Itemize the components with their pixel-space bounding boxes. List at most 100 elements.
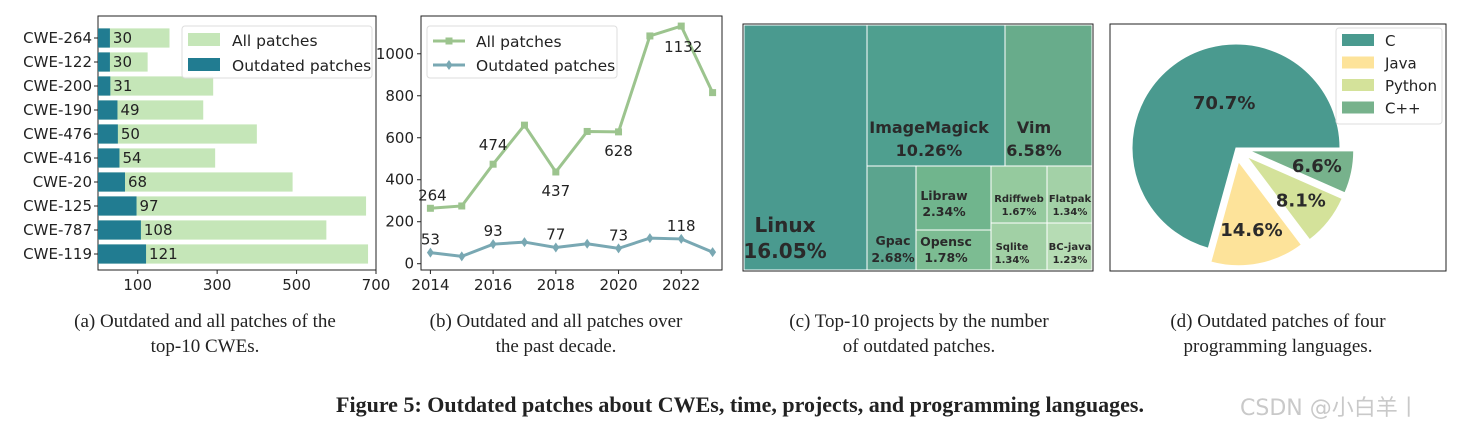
treemap-label-name: Rdiffweb	[994, 194, 1044, 205]
bar-all-cwe-476	[98, 124, 257, 144]
y-tick-label: CWE-190	[23, 101, 92, 119]
caption-a: (a) Outdated and all patches of the top-…	[35, 309, 375, 359]
chart-b-legend	[426, 25, 618, 79]
pie-pct-label: 14.6%	[1220, 220, 1282, 241]
point-outdated	[583, 238, 591, 249]
caption-d-line-2: programming languages.	[1183, 336, 1373, 357]
point-outdated	[646, 233, 654, 244]
point-outdated	[520, 237, 528, 248]
x-tick-label: 500	[282, 276, 311, 294]
data-label: 118	[667, 217, 696, 235]
treemap-label-pct: 6.58%	[1006, 141, 1062, 160]
treemap-label-name: Gpac	[875, 233, 910, 248]
caption-b-line-2: the past decade.	[495, 336, 617, 357]
treemap-label-name: Libraw	[920, 188, 968, 203]
y-tick-label: CWE-200	[23, 77, 92, 95]
bar-all-cwe-190	[98, 100, 204, 120]
treemap-label-pct: 1.34%	[995, 255, 1030, 266]
treemap-cell-opensc	[915, 229, 992, 271]
point-outdated	[458, 251, 466, 262]
caption-d-line-1: (d) Outdated patches of four	[1170, 311, 1386, 332]
treemap-cell-bc-java	[1046, 222, 1093, 271]
treemap-label-name: Flatpak	[1049, 194, 1092, 205]
pie-pct-label: 8.1%	[1276, 190, 1326, 211]
legend-label: C++	[1385, 100, 1421, 118]
treemap-label-name: Linux	[755, 213, 816, 237]
point-outdated	[615, 243, 623, 254]
data-label: 53	[421, 231, 440, 249]
point-outdated	[709, 247, 717, 258]
legend-swatch-outdated	[188, 58, 220, 71]
x-tick-label: 2018	[537, 276, 575, 294]
legend-label: C	[1385, 32, 1395, 50]
treemap-label-pct: 2.68%	[871, 250, 915, 265]
data-label: 68	[128, 173, 147, 191]
bar-all-cwe-125	[98, 196, 367, 216]
caption-c-line-1: (c) Top-10 projects by the number	[789, 311, 1049, 332]
treemap-label-pct: 1.78%	[924, 250, 968, 265]
pie-slice-python	[1245, 155, 1343, 241]
chart-b-frame	[420, 15, 723, 271]
legend-swatch-all	[188, 33, 220, 46]
bar-all-cwe-264	[98, 28, 170, 48]
pie-slice-c	[1131, 43, 1341, 249]
y-tick-label: CWE-264	[23, 29, 92, 47]
chart-a-cwe-bars: CWE-264 30 CWE-122 30 CWE-200 31 CWE-190 49 CWE-…	[23, 15, 390, 294]
y-tick-label: CWE-20	[33, 173, 92, 191]
treemap-cell-rdiffweb	[990, 165, 1048, 224]
treemap-label-name: Sqlite	[996, 242, 1029, 253]
x-tick-label: 2020	[599, 276, 637, 294]
bar-all-cwe-787	[98, 220, 327, 240]
legend-label-all: All patches	[476, 33, 562, 51]
data-label: 77	[546, 226, 565, 244]
treemap-cell-flatpak	[1046, 165, 1093, 224]
legend-label: Python	[1385, 77, 1437, 95]
data-label: 31	[113, 77, 132, 95]
data-label: 121	[149, 245, 178, 263]
y-tick-label: CWE-787	[23, 221, 92, 239]
treemap-label-name: Opensc	[920, 234, 972, 249]
treemap-cell-imagemagick	[866, 24, 1006, 167]
pie-slice-java	[1210, 160, 1303, 267]
bar-outdated-cwe-122	[98, 52, 110, 72]
point-all	[583, 127, 591, 135]
x-tick-label: 2016	[474, 276, 512, 294]
chart-a-legend	[181, 25, 373, 79]
chart-d-legend	[1335, 27, 1443, 125]
point-all	[520, 121, 528, 129]
point-all	[709, 89, 717, 97]
legend-label-outdated: Outdated patches	[476, 57, 615, 75]
legend-label-outdated: Outdated patches	[232, 57, 371, 75]
bar-outdated-cwe-190	[98, 100, 118, 120]
x-tick-label: 2014	[411, 276, 449, 294]
treemap-label-name: ImageMagick	[869, 118, 989, 137]
caption-a-line-2: top-10 CWEs.	[150, 336, 260, 357]
legend-swatch-python	[1342, 79, 1374, 91]
y-tick-label: CWE-122	[23, 53, 92, 71]
bar-outdated-cwe-476	[98, 124, 118, 144]
data-label: 108	[144, 221, 173, 239]
data-label: 49	[120, 101, 139, 119]
data-label: 54	[122, 149, 141, 167]
treemap-cell-linux	[743, 24, 868, 271]
y-tick-label: 800	[385, 87, 414, 105]
bar-outdated-cwe-119	[98, 244, 147, 264]
legend-label-all: All patches	[232, 32, 318, 50]
bar-outdated-cwe-416	[98, 148, 120, 168]
chart-b-patches-over-time: 0 200 400 600 800 1000 2014 2016 2018 2020 2022 264…	[376, 15, 723, 294]
point-all	[646, 32, 654, 40]
data-label: 628	[604, 142, 633, 160]
point-outdated	[489, 239, 497, 250]
legend-marker-outdated	[445, 60, 453, 70]
data-label: 97	[140, 197, 159, 215]
caption-d: (d) Outdated patches of four programming…	[1108, 309, 1448, 359]
data-label: 264	[418, 186, 447, 204]
caption-b: (b) Outdated and all patches over the pa…	[386, 309, 726, 359]
treemap-label-pct: 1.23%	[1053, 255, 1088, 266]
chart-d-languages-pie: 70.7% 14.6% 8.1% 6.6% C Java Python C++	[1109, 23, 1447, 272]
treemap-label-pct: 2.34%	[922, 204, 966, 219]
caption-c-line-2: of outdated patches.	[842, 336, 996, 357]
legend-swatch-c	[1342, 34, 1374, 46]
